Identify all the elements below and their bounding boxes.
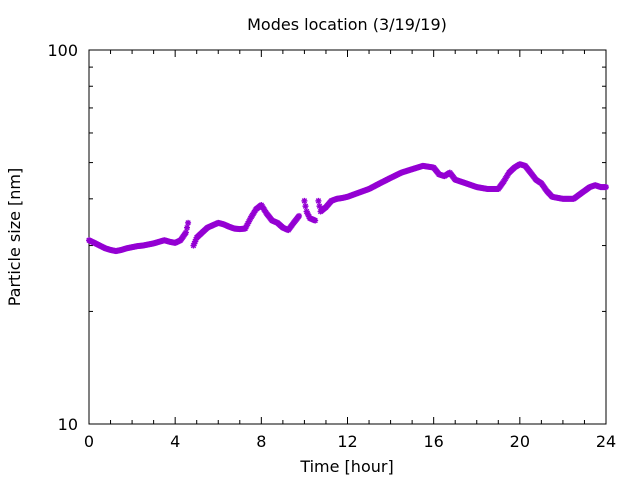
x-tick-label: 4: [170, 432, 180, 451]
y-tick-label: 100: [47, 41, 78, 60]
data-point: [184, 224, 191, 231]
data-point: [296, 212, 303, 219]
x-tick-label: 16: [423, 432, 443, 451]
x-tick-label: 8: [256, 432, 266, 451]
y-axis-label: Particle size [nm]: [5, 168, 24, 307]
data-point: [312, 217, 319, 224]
y-tick-label: 10: [58, 415, 78, 434]
data-point: [301, 197, 308, 204]
axis-ticks: [88, 49, 607, 425]
plot-frame: [88, 49, 607, 425]
y-tick-labels: 10 100: [47, 41, 78, 434]
data-point: [315, 197, 322, 204]
data-points: [86, 161, 609, 255]
x-tick-label: 24: [596, 432, 616, 451]
x-tick-labels: 0 4 8 12 16 20 24: [84, 432, 616, 451]
data-point: [302, 203, 309, 210]
data-point: [185, 219, 192, 226]
x-tick-label: 12: [337, 432, 357, 451]
chart-title: Modes location (3/19/19): [247, 15, 447, 34]
x-tick-label: 0: [84, 432, 94, 451]
x-tick-label: 20: [510, 432, 530, 451]
data-point: [182, 229, 189, 236]
data-point: [603, 184, 609, 191]
x-axis-label: Time [hour]: [299, 457, 393, 476]
